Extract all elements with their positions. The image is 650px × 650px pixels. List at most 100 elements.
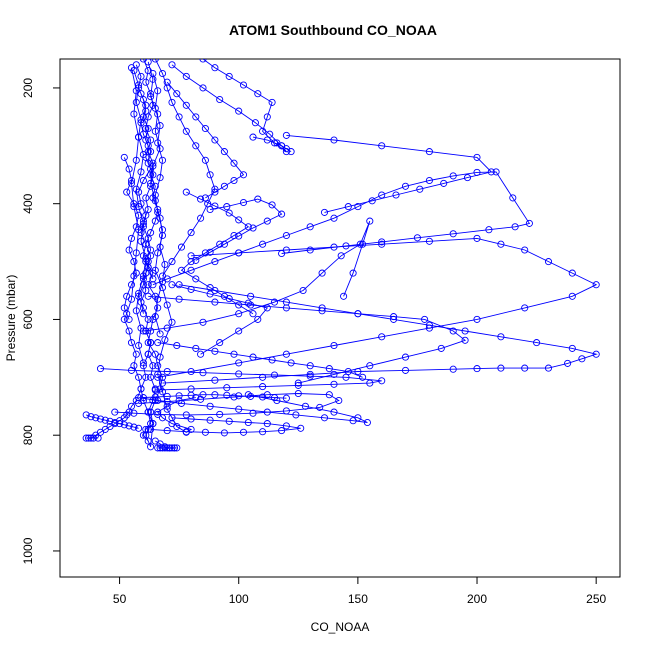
data-point bbox=[220, 429, 228, 437]
data-point bbox=[416, 185, 424, 193]
data-point bbox=[144, 350, 152, 358]
data-point bbox=[96, 415, 105, 423]
data-point bbox=[487, 168, 495, 176]
data-point bbox=[149, 159, 157, 167]
data-point bbox=[187, 367, 195, 376]
series-30 bbox=[139, 391, 290, 402]
data-point bbox=[161, 260, 169, 269]
data-point bbox=[142, 211, 150, 219]
series-line bbox=[150, 417, 301, 434]
data-point bbox=[142, 194, 150, 202]
data-point bbox=[168, 61, 176, 69]
data-point bbox=[151, 191, 159, 199]
data-point bbox=[127, 176, 136, 185]
data-point bbox=[154, 249, 162, 257]
data-point bbox=[378, 142, 386, 150]
data-point bbox=[144, 263, 152, 271]
series-line bbox=[148, 295, 467, 384]
data-point bbox=[182, 411, 190, 419]
data-point bbox=[437, 344, 445, 352]
data-point bbox=[356, 240, 364, 248]
data-point bbox=[366, 362, 374, 370]
data-point bbox=[461, 327, 469, 335]
data-point bbox=[592, 350, 600, 358]
data-point bbox=[158, 278, 167, 286]
data-point bbox=[223, 391, 231, 399]
series-line bbox=[171, 64, 292, 152]
data-point bbox=[568, 269, 576, 277]
data-point bbox=[301, 402, 309, 410]
series-line bbox=[180, 191, 254, 315]
data-point bbox=[392, 191, 400, 199]
data-point bbox=[182, 188, 190, 196]
data-point bbox=[297, 424, 305, 432]
data-point bbox=[235, 249, 243, 257]
data-point bbox=[220, 182, 228, 190]
data-point bbox=[154, 304, 162, 312]
data-point bbox=[206, 171, 214, 179]
data-point bbox=[425, 148, 433, 156]
data-point bbox=[147, 148, 155, 156]
data-point bbox=[144, 113, 152, 121]
data-point bbox=[192, 344, 200, 352]
data-point bbox=[135, 133, 143, 141]
data-point bbox=[177, 243, 186, 251]
data-point bbox=[111, 418, 119, 427]
data-point bbox=[497, 240, 505, 248]
y-tick-label: 800 bbox=[21, 425, 35, 445]
series-26 bbox=[163, 78, 248, 202]
data-point bbox=[330, 243, 338, 251]
data-point bbox=[187, 285, 195, 293]
data-point bbox=[578, 355, 586, 363]
data-point bbox=[132, 249, 140, 257]
data-point bbox=[163, 367, 171, 376]
data-point bbox=[318, 269, 326, 277]
data-point bbox=[306, 362, 314, 370]
data-point bbox=[147, 327, 155, 335]
series-line bbox=[166, 81, 245, 199]
data-point bbox=[142, 373, 150, 381]
data-point bbox=[197, 214, 205, 222]
series-27 bbox=[282, 131, 495, 216]
data-point bbox=[144, 159, 152, 167]
data-point bbox=[354, 310, 362, 318]
data-point bbox=[144, 315, 152, 323]
series-line bbox=[140, 93, 154, 314]
data-point bbox=[127, 234, 136, 242]
data-point bbox=[151, 59, 159, 63]
data-point bbox=[268, 98, 276, 106]
data-point bbox=[318, 307, 326, 315]
data-point bbox=[142, 286, 150, 295]
data-point bbox=[199, 84, 207, 92]
data-point bbox=[330, 136, 338, 144]
data-point bbox=[144, 281, 152, 289]
series-12 bbox=[139, 217, 374, 335]
series-line bbox=[171, 284, 269, 355]
data-point bbox=[401, 353, 410, 361]
data-point bbox=[235, 310, 243, 318]
data-point bbox=[132, 98, 140, 106]
data-point bbox=[156, 174, 164, 182]
data-point bbox=[354, 203, 362, 211]
data-point bbox=[168, 258, 176, 266]
data-point bbox=[306, 370, 314, 378]
data-point bbox=[125, 165, 133, 173]
data-point bbox=[259, 393, 267, 401]
data-point bbox=[206, 402, 214, 410]
data-point bbox=[425, 321, 433, 329]
series-24 bbox=[149, 69, 169, 338]
data-point bbox=[89, 434, 97, 442]
data-point bbox=[206, 205, 214, 214]
data-point bbox=[216, 410, 224, 418]
data-point bbox=[120, 153, 128, 161]
data-point bbox=[197, 350, 205, 358]
data-point bbox=[182, 101, 190, 109]
data-point bbox=[96, 365, 105, 373]
data-point bbox=[135, 341, 143, 350]
data-point bbox=[139, 359, 147, 367]
data-point bbox=[163, 427, 171, 435]
data-point bbox=[156, 353, 164, 361]
data-point bbox=[120, 315, 128, 323]
x-tick-label: 100 bbox=[229, 592, 249, 606]
x-tick-label: 200 bbox=[467, 592, 487, 606]
